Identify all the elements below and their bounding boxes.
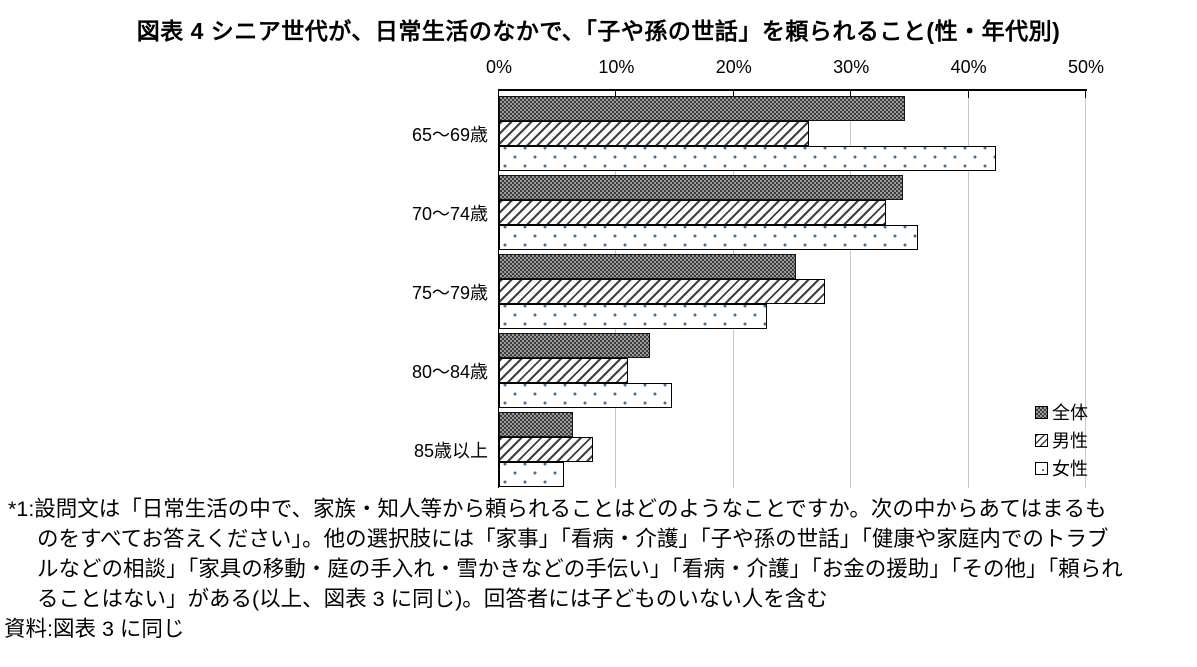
footnote-line: ルなどの相談」「家具の移動・庭の手入れ・雪かきなどの手伝い」「看病・介護」「お金… [37,557,1123,581]
category-axis-line [498,89,499,488]
bar-女性-70〜74歳 [499,225,919,250]
footnote-line: のをすべてお答えください」。他の選択肢には「家事」「看病・介護」「子や孫の世話」… [37,527,1109,551]
x-tick-label: 0% [485,57,513,77]
bar-男性-65〜69歳 [499,121,809,146]
footnote-line: *1:設問文は「日常生活の中で、家族・知人等から頼られることはどのようなことです… [8,497,1107,521]
legend-item-male: 男性 [1035,426,1088,454]
legend-label-total: 全体 [1052,403,1088,423]
category-label: 75〜79歳 [411,282,488,303]
bar-全体-85歳以上 [499,412,573,437]
bar-女性-80〜84歳 [499,383,672,408]
gridline [1085,91,1086,488]
bar-男性-85歳以上 [499,437,593,462]
plot-area [498,91,1086,488]
footnotes: *1:設問文は「日常生活の中で、家族・知人等から頼られることはどのようなことです… [4,494,1194,644]
category-label: 80〜84歳 [411,361,488,382]
category-label: 65〜69歳 [411,124,488,145]
bar-女性-85歳以上 [499,462,564,487]
x-tick-label: 10% [598,57,635,77]
axis-tick [1085,91,1086,98]
legend: 全体 男性 女性 [1035,398,1088,482]
axis-tick [615,91,617,98]
bar-全体-75〜79歳 [499,254,797,279]
footnote-line: ることはない」がある(以上、図表 3 に同じ)。回答者には子どものいない人を含む [37,587,828,611]
gridline [967,91,969,488]
bar-全体-80〜84歳 [499,333,651,358]
female-series-swatch-icon [1035,461,1048,475]
legend-item-female: 女性 [1035,454,1088,482]
legend-label-female: 女性 [1052,459,1088,479]
category-label: 85歳以上 [413,440,488,461]
axis-tick [850,91,852,98]
x-axis-labels: 0% 10% 20% 30% 40% 50% [486,57,1104,81]
bar-男性-70〜74歳 [499,200,887,225]
axis-tick [967,91,969,98]
x-tick-label: 40% [950,57,987,77]
source-note: 資料:図表 3 に同じ [4,617,185,641]
x-axis-line [498,89,1087,91]
x-tick-label: 20% [715,57,752,77]
bar-全体-70〜74歳 [499,175,903,200]
bar-男性-75〜79歳 [499,279,826,304]
legend-item-total: 全体 [1035,398,1088,426]
bar-全体-65〜69歳 [499,96,906,121]
axis-tick [732,91,734,98]
x-tick-label: 50% [1067,57,1105,77]
chart-title: 図表 4 シニア世代が、日常生活のなかで、「子や孫の世話」を頼られること(性・年… [136,18,1061,44]
gridline [850,91,852,488]
bar-女性-65〜69歳 [499,146,996,171]
category-label: 70〜74歳 [411,203,488,224]
bar-女性-75〜79歳 [499,304,767,329]
legend-label-male: 男性 [1052,431,1088,451]
axis-tick [498,91,499,98]
male-series-swatch-icon [1035,433,1048,447]
total-series-swatch-icon [1035,405,1048,419]
x-tick-label: 30% [833,57,870,77]
bar-男性-80〜84歳 [499,358,629,383]
